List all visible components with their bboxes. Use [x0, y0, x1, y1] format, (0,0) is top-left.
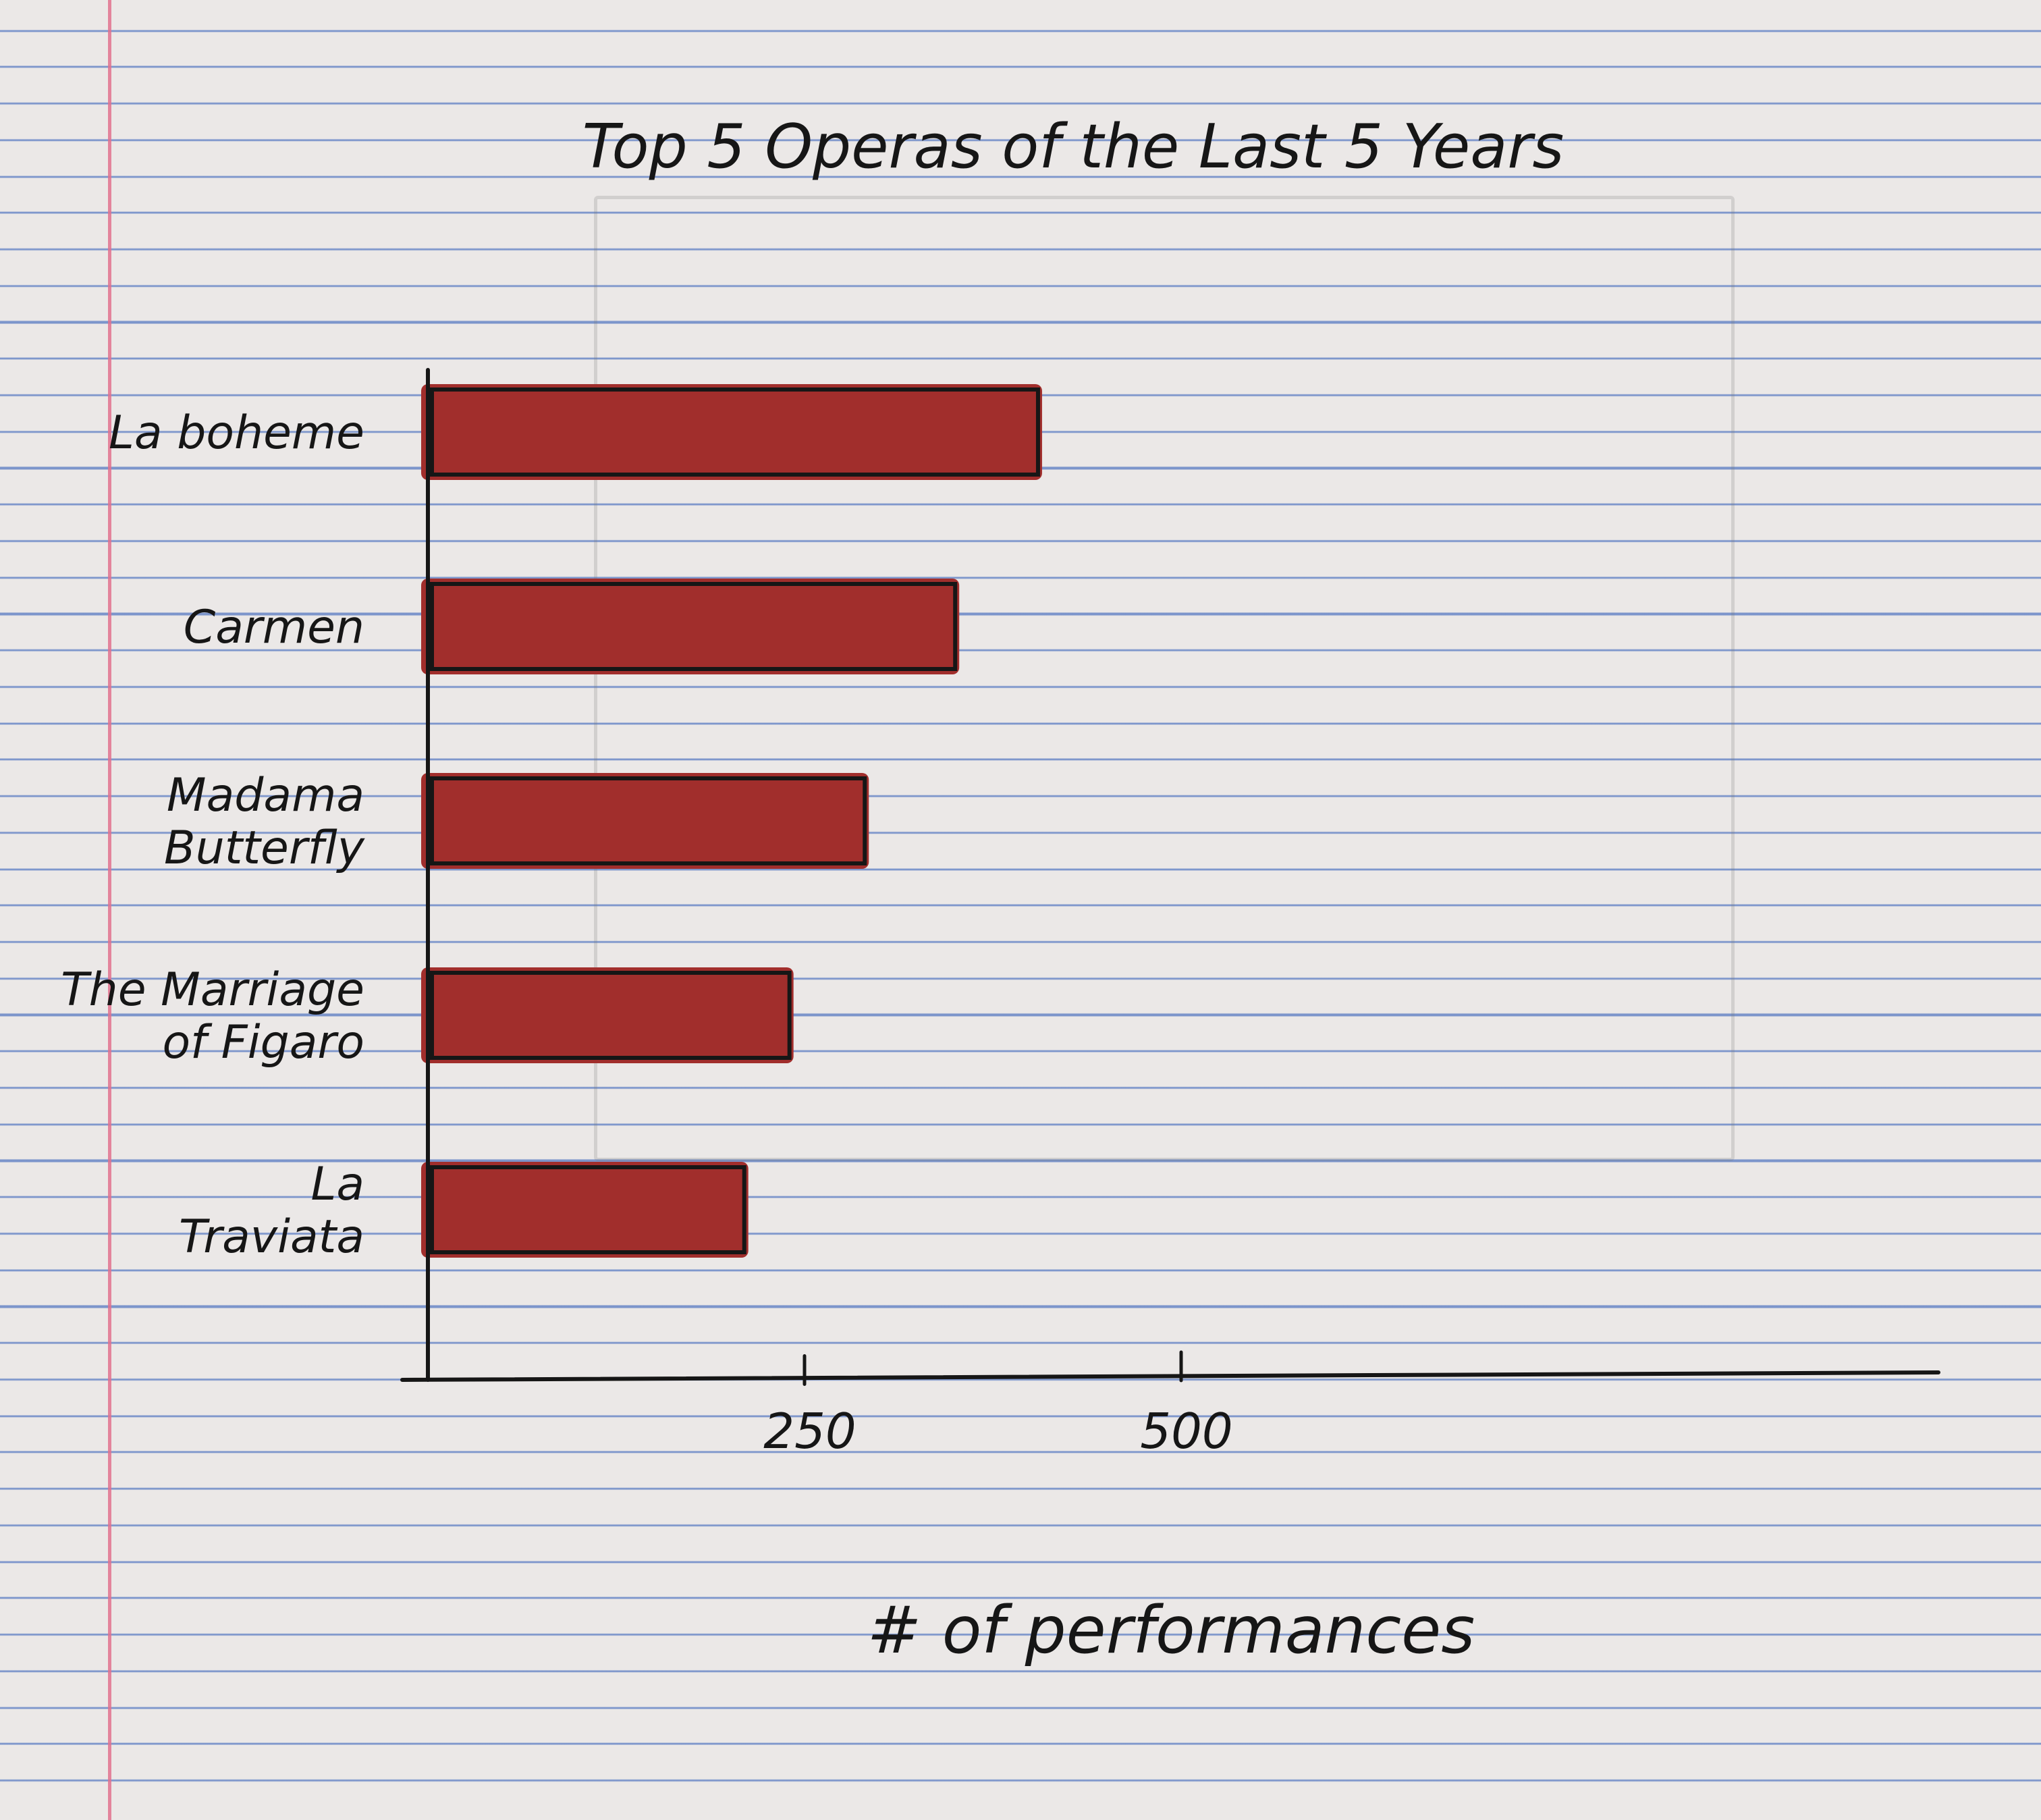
x-tick-label-500: 500: [1140, 1403, 1232, 1460]
bar-the-marriage-of-figaro: [421, 967, 794, 1063]
x-tick-label-250: 250: [763, 1403, 856, 1460]
category-label-carmen: Carmen: [184, 601, 364, 654]
bar-carmen: [421, 579, 960, 674]
bar-outline-madama-butterfly: [430, 776, 867, 865]
category-label-madama-butterfly-line-2: Butterfly: [164, 822, 365, 875]
bar-outline-carmen: [430, 582, 958, 671]
bar-outline-la-boheme: [430, 387, 1040, 477]
bar-madama-butterfly: [421, 773, 869, 869]
bar-outline-the-marriage-of-figaro: [430, 971, 792, 1060]
bars-group: [421, 384, 1042, 1258]
chart-title: Top 5 Operas of the Last 5 Years: [582, 111, 1564, 182]
erased-sketch-outline: [594, 196, 1735, 1161]
x-axis: [400, 1370, 1940, 1382]
category-label-the-marriage-of-figaro-line-1: The Marriage: [61, 963, 364, 1017]
bar-la-traviata: [421, 1162, 749, 1258]
category-label-madama-butterfly-line-1: Madama: [167, 769, 364, 822]
category-label-la-traviata-line-1: La: [310, 1158, 364, 1211]
bar-la-boheme: [421, 384, 1042, 480]
bar-outline-la-traviata: [430, 1165, 746, 1254]
category-label-la-traviata-line-2: Traviata: [179, 1210, 364, 1264]
category-label-the-marriage-of-figaro-line-2: of Figaro: [162, 1016, 364, 1069]
x-axis-label: # of performances: [867, 1593, 1475, 1668]
x-ticks: 250 500: [763, 1350, 1233, 1460]
category-label-la-boheme: La boheme: [109, 406, 364, 460]
notebook-margin-line: [108, 0, 111, 1820]
